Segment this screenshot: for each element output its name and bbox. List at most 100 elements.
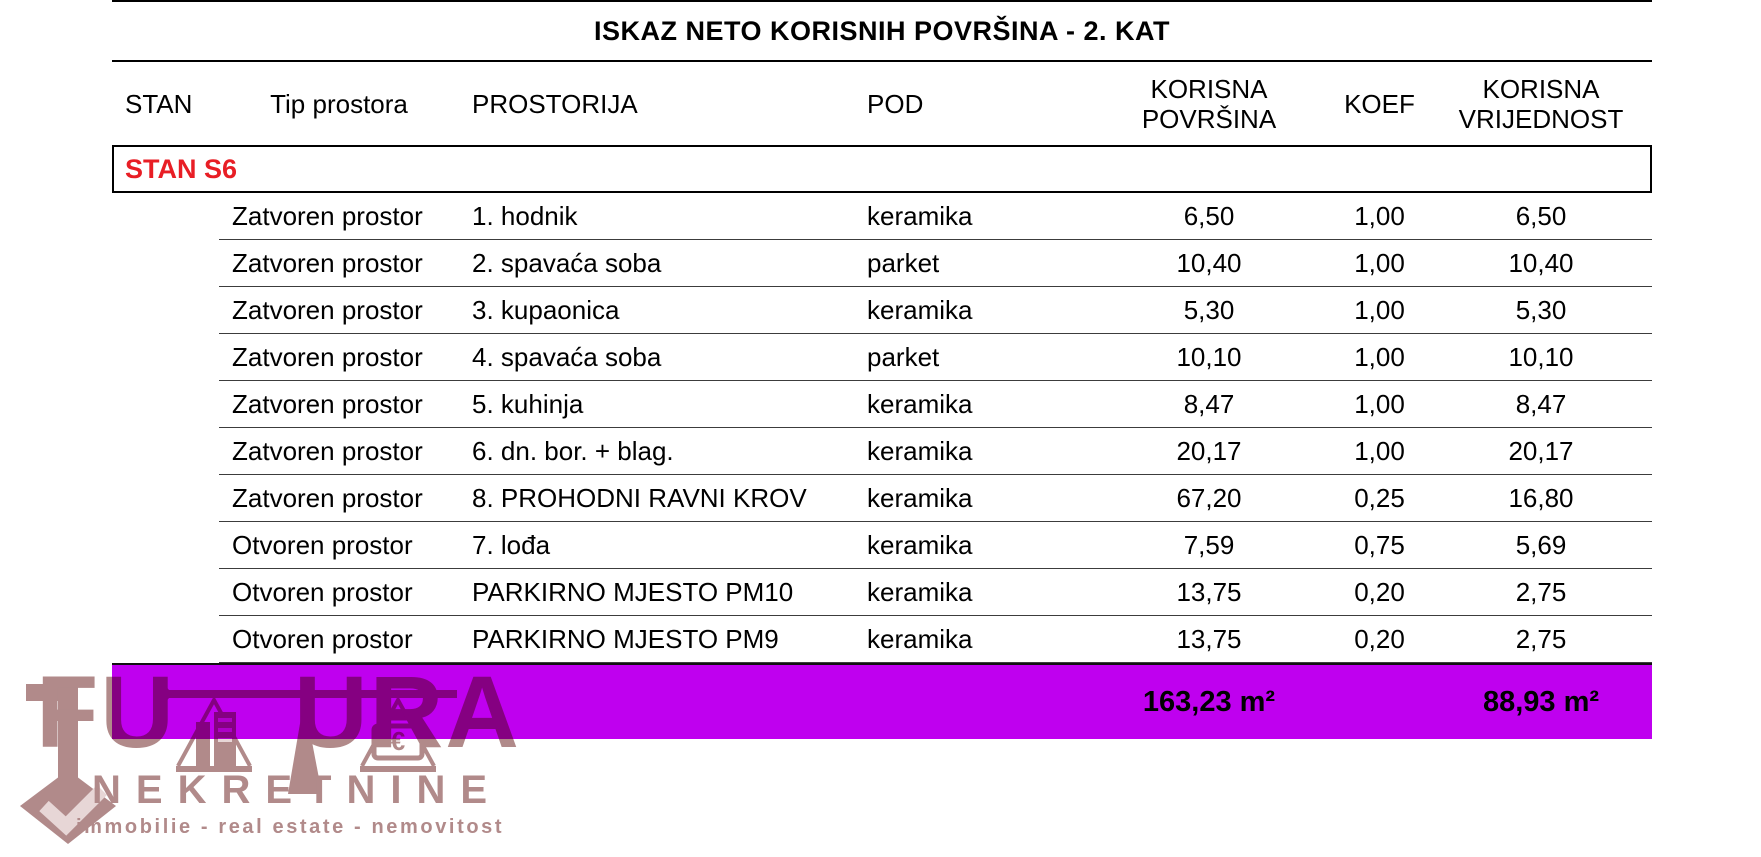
cell-koef: 0,25 xyxy=(1354,483,1405,513)
row-divider xyxy=(219,568,1652,569)
col-header-vrijednost: KORISNA VRIJEDNOST xyxy=(1458,73,1624,134)
cell-tip: Otvoren prostor xyxy=(232,530,413,560)
cell-vrijednost: 6,50 xyxy=(1515,201,1567,231)
table-row: Zatvoren prostor 5. kuhinja keramika 8,4… xyxy=(112,381,1652,428)
page-title: ISKAZ NETO KORISNIH POVRŠINA - 2. KAT xyxy=(593,15,1171,46)
row-divider xyxy=(219,427,1652,428)
brand-tagline: immobilie - real estate - nemovitost xyxy=(76,816,505,838)
cell-vrijednost: 20,17 xyxy=(1508,436,1574,466)
table-row: Zatvoren prostor 6. dn. bor. + blag. ker… xyxy=(112,428,1652,475)
cell-koef: 1,00 xyxy=(1354,248,1405,278)
cell-vrijednost: 2,75 xyxy=(1515,577,1567,607)
row-divider xyxy=(219,380,1652,381)
cell-prostorija: 6. dn. bor. + blag. xyxy=(472,436,674,466)
cell-vrijednost: 5,69 xyxy=(1515,530,1567,560)
cell-pod: keramika xyxy=(867,577,973,607)
table-body: Zatvoren prostor 1. hodnik keramika 6,50… xyxy=(112,193,1652,663)
total-korisna-povrsina: 163,23 m² xyxy=(1142,685,1276,718)
cell-pod: keramika xyxy=(867,295,973,325)
totals-bar: 163,23 m² 88,93 m² xyxy=(112,663,1652,739)
table-row: Zatvoren prostor 2. spavaća soba parket … xyxy=(112,240,1652,287)
table-row: Zatvoren prostor 8. PROHODNI RAVNI KROV … xyxy=(112,475,1652,522)
table-row: Otvoren prostor PARKIRNO MJESTO PM9 kera… xyxy=(112,616,1652,663)
row-divider xyxy=(219,333,1652,334)
cell-tip: Zatvoren prostor xyxy=(232,342,423,372)
row-divider xyxy=(219,474,1652,475)
top-rule xyxy=(112,0,1652,2)
cell-koef: 1,00 xyxy=(1354,295,1405,325)
cell-vrijednost: 16,80 xyxy=(1508,483,1574,513)
row-divider xyxy=(219,615,1652,616)
cell-pod: parket xyxy=(867,342,940,372)
cell-prostorija: 8. PROHODNI RAVNI KROV xyxy=(472,483,807,513)
cell-tip: Otvoren prostor xyxy=(232,624,413,654)
cell-vrijednost: 8,47 xyxy=(1515,389,1567,419)
cell-tip: Zatvoren prostor xyxy=(232,295,423,325)
table-row: Otvoren prostor 7. lođa keramika 7,59 0,… xyxy=(112,522,1652,569)
area-statement-table: ISKAZ NETO KORISNIH POVRŠINA - 2. KAT ST… xyxy=(112,0,1652,739)
brand-name: NEKRETNINE xyxy=(92,768,503,812)
title-bottom-rule xyxy=(112,60,1652,62)
cell-povrsina: 5,30 xyxy=(1183,295,1235,325)
total-korisna-vrijednost: 88,93 m² xyxy=(1482,685,1600,718)
cell-povrsina: 10,10 xyxy=(1176,342,1242,372)
cell-povrsina: 10,40 xyxy=(1176,248,1242,278)
cell-koef: 1,00 xyxy=(1354,342,1405,372)
col-header-tip: Tip prostora xyxy=(270,88,408,119)
col-header-prostorija: PROSTORIJA xyxy=(472,88,638,119)
cell-vrijednost: 10,40 xyxy=(1508,248,1574,278)
cell-koef: 1,00 xyxy=(1354,201,1405,231)
cell-pod: keramika xyxy=(867,201,973,231)
cell-pod: parket xyxy=(867,248,940,278)
cell-pod: keramika xyxy=(867,436,973,466)
cell-pod: keramika xyxy=(867,389,973,419)
group-header-label: STAN S6 xyxy=(125,153,238,184)
cell-prostorija: 5. kuhinja xyxy=(472,389,584,419)
cell-prostorija: 7. lođa xyxy=(472,530,551,560)
cell-pod: keramika xyxy=(867,483,973,513)
cell-prostorija: PARKIRNO MJESTO PM10 xyxy=(472,577,794,607)
cell-tip: Zatvoren prostor xyxy=(232,436,423,466)
cell-povrsina: 13,75 xyxy=(1176,577,1242,607)
cell-vrijednost: 5,30 xyxy=(1515,295,1567,325)
row-divider xyxy=(219,286,1652,287)
cell-vrijednost: 10,10 xyxy=(1508,342,1574,372)
cell-povrsina: 67,20 xyxy=(1176,483,1242,513)
cell-povrsina: 20,17 xyxy=(1176,436,1242,466)
row-divider xyxy=(219,239,1652,240)
group-header-box: STAN S6 xyxy=(112,147,1652,193)
cell-pod: keramika xyxy=(867,624,973,654)
cell-povrsina: 7,59 xyxy=(1183,530,1235,560)
cell-koef: 0,75 xyxy=(1354,530,1405,560)
table-row: Zatvoren prostor 3. kupaonica keramika 5… xyxy=(112,287,1652,334)
cell-povrsina: 6,50 xyxy=(1183,201,1235,231)
table-header-row: STAN Tip prostora PROSTORIJA POD KORISNA… xyxy=(112,62,1652,147)
cell-koef: 1,00 xyxy=(1354,436,1405,466)
cell-koef: 0,20 xyxy=(1354,577,1405,607)
cell-tip: Zatvoren prostor xyxy=(232,483,423,513)
table-row: Otvoren prostor PARKIRNO MJESTO PM10 ker… xyxy=(112,569,1652,616)
cell-povrsina: 8,47 xyxy=(1183,389,1235,419)
cell-tip: Zatvoren prostor xyxy=(232,201,423,231)
cell-pod: keramika xyxy=(867,530,973,560)
table-row: Zatvoren prostor 4. spavaća soba parket … xyxy=(112,334,1652,381)
cell-prostorija: 2. spavaća soba xyxy=(472,248,662,278)
cell-prostorija: 1. hodnik xyxy=(472,201,578,231)
col-header-povrsina: KORISNA POVRŠINA xyxy=(1141,73,1277,134)
cell-koef: 0,20 xyxy=(1354,624,1405,654)
cell-tip: Otvoren prostor xyxy=(232,577,413,607)
col-header-koef: KOEF xyxy=(1344,88,1415,119)
cell-povrsina: 13,75 xyxy=(1176,624,1242,654)
row-divider xyxy=(219,521,1652,522)
cell-koef: 1,00 xyxy=(1354,389,1405,419)
cell-prostorija: 3. kupaonica xyxy=(472,295,620,325)
row-divider xyxy=(219,662,1652,663)
cell-prostorija: 4. spavaća soba xyxy=(472,342,662,372)
col-header-pod: POD xyxy=(867,88,924,119)
cell-tip: Zatvoren prostor xyxy=(232,248,423,278)
cell-prostorija: PARKIRNO MJESTO PM9 xyxy=(472,624,779,654)
col-header-stan: STAN xyxy=(125,88,193,119)
table-row: Zatvoren prostor 1. hodnik keramika 6,50… xyxy=(112,193,1652,240)
cell-vrijednost: 2,75 xyxy=(1515,624,1567,654)
cell-tip: Zatvoren prostor xyxy=(232,389,423,419)
